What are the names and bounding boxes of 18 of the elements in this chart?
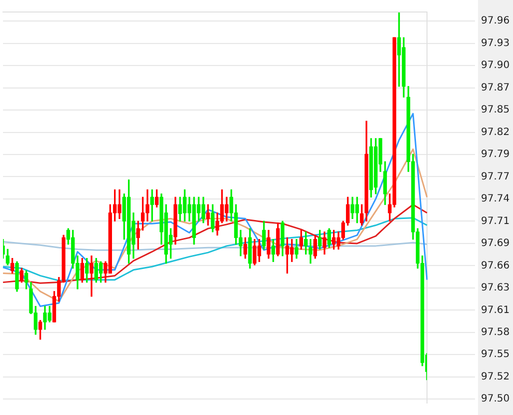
y-tick-label: 97.77 bbox=[481, 171, 510, 182]
y-tick-label: 97.66 bbox=[481, 260, 510, 272]
y-tick-label: 97.85 bbox=[481, 104, 510, 116]
y-tick-label: 97.61 bbox=[481, 304, 510, 316]
y-tick-label: 97.63 bbox=[481, 282, 510, 294]
y-tick-label: 97.58 bbox=[481, 327, 510, 338]
y-tick-label: 97.82 bbox=[481, 126, 510, 138]
y-tick-label: 97.79 bbox=[481, 149, 510, 160]
y-tick-label: 97.52 bbox=[481, 371, 510, 382]
y-tick-label: 97.90 bbox=[481, 60, 510, 72]
y-tick-label: 97.50 bbox=[481, 394, 510, 405]
y-tick-label: 97.93 bbox=[481, 38, 510, 49]
y-tick-label: 97.55 bbox=[481, 349, 510, 360]
y-tick-label: 97.96 bbox=[481, 16, 510, 27]
y-tick-label: 97.74 bbox=[481, 194, 510, 205]
y-tick-label: 97.87 bbox=[481, 82, 510, 94]
y-tick-label: 97.71 bbox=[481, 216, 510, 227]
y-tick-label: 97.69 bbox=[481, 238, 510, 250]
